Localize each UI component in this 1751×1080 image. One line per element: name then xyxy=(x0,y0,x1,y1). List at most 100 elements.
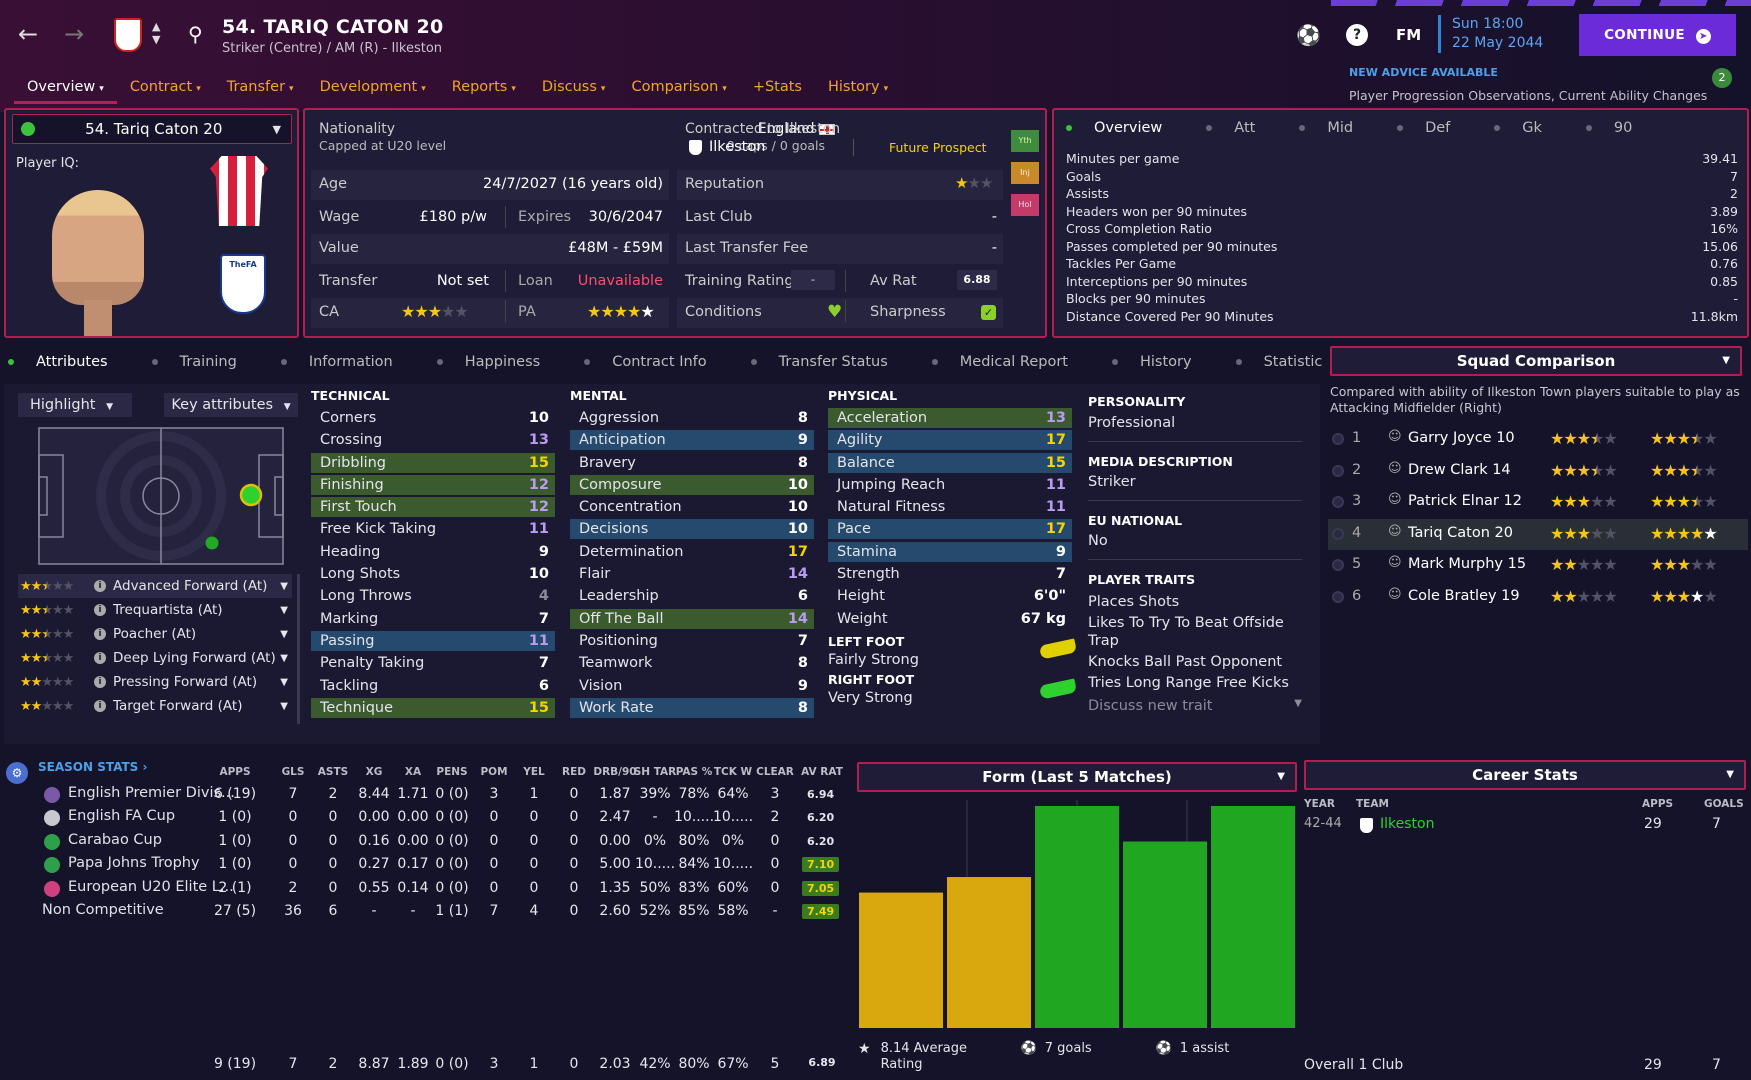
sub-tab[interactable]: Information xyxy=(280,354,415,370)
attribute-row[interactable]: Natural Fitness 11 xyxy=(828,497,1072,517)
overview-tab[interactable]: Gk xyxy=(1494,120,1564,136)
attribute-row[interactable]: Aggression 8 xyxy=(570,408,814,428)
sub-tab[interactable]: Contract Info xyxy=(584,354,728,370)
form-bar-4[interactable] xyxy=(1123,841,1207,1028)
attribute-row[interactable]: Anticipation 9 xyxy=(570,430,814,451)
competition-name[interactable]: Non Competitive xyxy=(42,901,164,918)
attribute-row[interactable]: Heading 9 xyxy=(311,542,555,562)
sub-tab[interactable]: Statistic xyxy=(1235,354,1345,370)
sub-tab[interactable]: Transfer Status xyxy=(750,354,910,370)
season-col-header[interactable]: POM xyxy=(480,766,508,778)
squad-row[interactable]: 3 ☺ Patrick Elnar 12 ★★★★★ ★★★★★ xyxy=(1328,487,1748,519)
squad-player-name[interactable]: Patrick Elnar 12 xyxy=(1408,493,1522,509)
season-row[interactable]: European U20 Elite L... 2 (1) 2 0 0.55 0.14 0 … xyxy=(0,878,850,901)
attribute-row[interactable]: Stamina 9 xyxy=(828,541,1072,562)
attribute-row[interactable]: Marking 7 xyxy=(311,609,555,629)
attribute-row[interactable]: Dribbling 15 xyxy=(311,452,555,473)
season-col-header[interactable]: YEL xyxy=(523,766,545,778)
sub-tab[interactable]: Training xyxy=(151,354,259,370)
competition-name[interactable]: English FA Cup xyxy=(68,808,176,825)
form-bar-3[interactable] xyxy=(1035,806,1119,1028)
menu-item[interactable]: Overview ▾ xyxy=(14,76,117,104)
attribute-row[interactable]: Vision 9 xyxy=(570,676,814,696)
competition-name[interactable]: English Premier Divis... xyxy=(68,785,235,801)
form-bar-5[interactable] xyxy=(1211,806,1295,1028)
role-item[interactable]: ★★★★★ i Deep Lying Forward (At) ▼ xyxy=(18,646,292,670)
fm-logo[interactable]: FM xyxy=(1396,26,1422,44)
overview-tab[interactable]: Att xyxy=(1206,120,1277,136)
role-item[interactable]: ★★★★★ i Advanced Forward (At) ▼ xyxy=(18,574,292,598)
season-col-header[interactable]: SH TAR xyxy=(633,766,677,778)
attribute-row[interactable]: Tackling 6 xyxy=(311,676,555,696)
back-arrow-icon[interactable]: ← xyxy=(18,20,39,48)
advice-text[interactable]: Player Progression Observations, Current… xyxy=(1349,88,1708,103)
squad-player-name[interactable]: Tariq Caton 20 xyxy=(1408,524,1513,541)
attribute-row[interactable]: Off The Ball 14 xyxy=(570,608,814,629)
role-item[interactable]: ★★★★★ i Trequartista (At) ▼ xyxy=(18,598,292,622)
menu-item[interactable]: Contract ▾ xyxy=(117,76,214,104)
attribute-row[interactable]: Long Shots 10 xyxy=(311,564,555,584)
globe-icon[interactable]: ⚽ xyxy=(1296,23,1321,47)
season-row[interactable]: English Premier Divis... 6 (19) 7 2 8.44 1.71… xyxy=(0,784,850,807)
menu-item[interactable]: History ▾ xyxy=(815,76,901,104)
player-selector[interactable]: 54. Tariq Caton 20 ▼ xyxy=(12,114,292,144)
attribute-row[interactable]: Long Throws 4 xyxy=(311,586,555,606)
season-row[interactable]: Non Competitive 27 (5) 36 6 - - 1 (1) 7 4 0 2.60 52… xyxy=(0,901,850,924)
squad-row[interactable]: 6 ☺ Cole Bratley 19 ★★★★★ ★★★★★ xyxy=(1328,582,1748,614)
squad-row[interactable]: 5 ☺ Mark Murphy 15 ★★★★★ ★★★★★ xyxy=(1328,550,1748,582)
squad-comparison-dropdown[interactable]: Squad Comparison ▼ xyxy=(1330,346,1742,376)
attribute-row[interactable]: Work Rate 8 xyxy=(570,697,814,718)
squad-row[interactable]: 4 ☺ Tariq Caton 20 ★★★★★ ★★★★★ xyxy=(1328,518,1748,550)
attribute-row[interactable]: Bravery 8 xyxy=(570,453,814,473)
sub-tab[interactable]: Medical Report xyxy=(931,354,1090,370)
attribute-row[interactable]: Leadership 6 xyxy=(570,586,814,606)
sub-tab[interactable]: Happiness xyxy=(436,354,562,370)
sub-tab[interactable]: Attributes xyxy=(8,354,130,370)
season-col-header[interactable]: PAS % xyxy=(675,766,713,778)
menu-item[interactable]: Discuss ▾ xyxy=(529,76,619,104)
help-icon[interactable]: ? xyxy=(1346,24,1368,46)
season-col-header[interactable]: CLEAR xyxy=(756,766,794,778)
career-team[interactable]: Ilkeston xyxy=(1380,816,1435,832)
attribute-row[interactable]: Acceleration 13 xyxy=(828,408,1072,428)
attribute-row[interactable]: Flair 14 xyxy=(570,564,814,584)
season-col-header[interactable]: GLS xyxy=(281,766,305,778)
attribute-row[interactable]: First Touch 12 xyxy=(311,497,555,518)
season-col-header[interactable]: AV RAT xyxy=(801,766,843,778)
career-stats-dropdown[interactable]: Career Stats ▼ xyxy=(1304,760,1746,790)
competition-name[interactable]: Carabao Cup xyxy=(68,831,162,848)
attribute-row[interactable]: Penalty Taking 7 xyxy=(311,653,555,673)
season-col-header[interactable]: PENS xyxy=(436,766,468,778)
attribute-row[interactable]: Jumping Reach 11 xyxy=(828,475,1072,495)
squad-player-name[interactable]: Drew Clark 14 xyxy=(1408,461,1511,478)
advice-count-badge[interactable]: 2 xyxy=(1712,68,1732,88)
forward-arrow-icon[interactable]: → xyxy=(64,20,85,48)
overview-tab[interactable]: Def xyxy=(1397,120,1472,136)
season-col-header[interactable]: RED xyxy=(562,766,586,778)
season-col-header[interactable]: TCK W xyxy=(713,766,753,778)
menu-item[interactable]: +Stats xyxy=(740,76,815,104)
attribute-row[interactable]: Composure 10 xyxy=(570,474,814,495)
sub-tab[interactable]: History xyxy=(1112,354,1214,370)
highlight-dropdown[interactable]: Highlight ▼ xyxy=(18,393,132,417)
season-stats-title[interactable]: SEASON STATS › xyxy=(38,760,148,774)
squad-player-name[interactable]: Cole Bratley 19 xyxy=(1408,587,1520,604)
attribute-row[interactable]: Corners 10 xyxy=(311,408,555,428)
season-col-header[interactable]: DRB/90 xyxy=(593,766,637,778)
stats-gear-icon[interactable]: ⚙ xyxy=(6,762,28,784)
discuss-trait-button[interactable]: Discuss new trait ▼ xyxy=(1088,698,1302,714)
attribute-row[interactable]: Determination 17 xyxy=(570,542,814,562)
role-item[interactable]: ★★★★★ i Pressing Forward (At) ▼ xyxy=(18,670,292,694)
squad-row[interactable]: 2 ☺ Drew Clark 14 ★★★★★ ★★★★★ xyxy=(1328,456,1748,488)
role-item[interactable]: ★★★★★ i Poacher (At) ▼ xyxy=(18,622,292,646)
competition-name[interactable]: European U20 Elite L... xyxy=(68,878,234,895)
attribute-row[interactable]: Teamwork 8 xyxy=(570,653,814,673)
attribute-row[interactable]: Decisions 10 xyxy=(570,519,814,540)
season-col-header[interactable]: XG xyxy=(365,766,383,778)
season-col-header[interactable]: APPS xyxy=(219,766,251,778)
youth-badge[interactable]: Yth xyxy=(1011,130,1039,152)
menu-item[interactable]: Development ▾ xyxy=(307,76,439,104)
season-row[interactable]: English FA Cup 1 (0) 0 0 0.00 0.00 0 (0) 0 0 0 2.4… xyxy=(0,807,850,830)
attribute-row[interactable]: Positioning 7 xyxy=(570,631,814,651)
attribute-row[interactable]: Weight 67 kg xyxy=(828,609,1072,629)
